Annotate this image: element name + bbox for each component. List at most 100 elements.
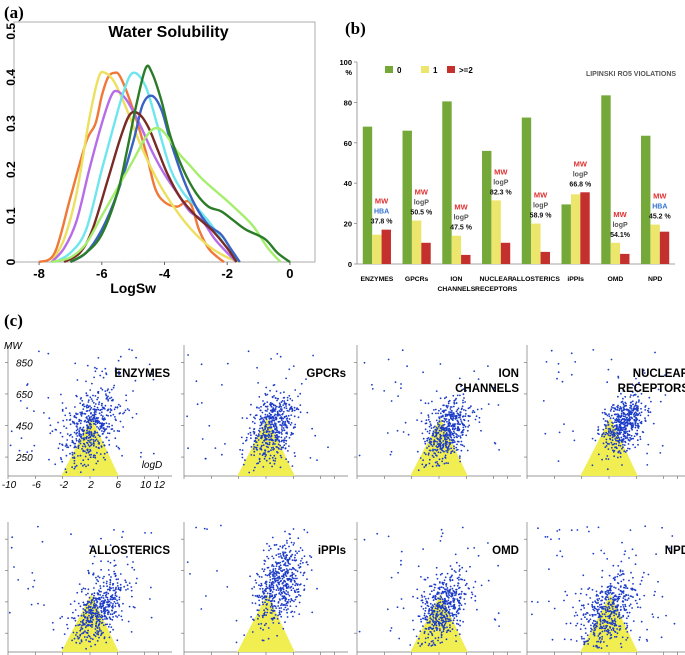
data-point bbox=[81, 412, 84, 415]
data-point bbox=[253, 428, 256, 430]
data-point bbox=[622, 446, 624, 449]
data-point bbox=[51, 621, 54, 624]
data-point bbox=[295, 582, 298, 585]
data-point bbox=[102, 601, 105, 603]
data-point bbox=[278, 610, 281, 612]
data-point bbox=[297, 537, 300, 540]
data-point bbox=[295, 605, 298, 608]
data-point bbox=[112, 413, 115, 416]
data-point bbox=[438, 610, 441, 612]
data-point bbox=[630, 394, 632, 396]
data-point bbox=[622, 597, 625, 599]
data-point bbox=[257, 609, 260, 612]
data-point bbox=[274, 575, 276, 578]
data-point bbox=[272, 609, 275, 612]
data-point bbox=[597, 640, 600, 643]
data-point bbox=[456, 419, 459, 422]
data-point bbox=[114, 367, 117, 369]
data-point bbox=[428, 449, 431, 452]
scatter-panel-omd: OMD bbox=[354, 522, 521, 655]
data-point bbox=[437, 614, 439, 617]
data-point bbox=[94, 625, 97, 628]
data-point bbox=[95, 618, 98, 620]
data-point bbox=[310, 569, 313, 571]
data-point bbox=[272, 565, 275, 568]
data-point bbox=[85, 631, 88, 634]
data-point bbox=[271, 591, 274, 593]
data-point bbox=[96, 627, 99, 629]
data-point bbox=[639, 438, 642, 441]
data-point bbox=[260, 448, 263, 451]
data-point bbox=[572, 430, 574, 432]
data-point bbox=[128, 348, 131, 351]
data-point bbox=[296, 591, 299, 593]
data-point bbox=[429, 620, 431, 623]
data-point bbox=[447, 591, 450, 593]
bar-ge2-gpcrs bbox=[421, 242, 431, 264]
data-point bbox=[87, 399, 90, 402]
data-point bbox=[625, 587, 627, 589]
data-point bbox=[80, 628, 82, 631]
data-point bbox=[264, 435, 267, 438]
data-point bbox=[439, 448, 442, 450]
data-point bbox=[454, 427, 457, 430]
data-point bbox=[609, 610, 611, 613]
data-point bbox=[431, 628, 434, 630]
data-point bbox=[277, 589, 280, 591]
data-point bbox=[86, 418, 89, 420]
data-point bbox=[456, 619, 459, 622]
data-point bbox=[95, 599, 97, 601]
data-point bbox=[592, 625, 595, 628]
data-point bbox=[445, 432, 448, 434]
data-point bbox=[100, 387, 102, 389]
data-point bbox=[189, 573, 191, 575]
data-point bbox=[268, 584, 271, 587]
data-point bbox=[280, 579, 282, 582]
data-point bbox=[291, 433, 294, 435]
data-point bbox=[623, 423, 625, 426]
data-point bbox=[607, 603, 610, 606]
data-point bbox=[440, 606, 442, 609]
data-point bbox=[99, 603, 102, 606]
data-point bbox=[118, 373, 120, 376]
data-point bbox=[646, 464, 649, 466]
data-point bbox=[83, 463, 86, 466]
data-point bbox=[89, 424, 91, 426]
data-point bbox=[563, 423, 565, 425]
data-point bbox=[112, 628, 114, 631]
data-point bbox=[84, 588, 87, 590]
data-point bbox=[616, 409, 618, 411]
data-point bbox=[446, 626, 448, 629]
scatter-panel-title: GPCRs bbox=[306, 368, 346, 380]
data-point bbox=[97, 460, 99, 463]
data-point bbox=[449, 578, 451, 581]
data-point bbox=[280, 431, 283, 434]
data-point bbox=[268, 412, 271, 415]
data-point bbox=[112, 606, 114, 608]
data-point bbox=[101, 408, 103, 411]
data-point bbox=[113, 612, 116, 614]
data-point bbox=[460, 449, 463, 452]
data-point bbox=[652, 616, 655, 618]
data-point bbox=[637, 606, 639, 609]
data-point bbox=[430, 640, 433, 643]
data-point bbox=[644, 420, 647, 422]
data-point bbox=[57, 421, 59, 424]
data-point bbox=[638, 381, 640, 384]
data-point bbox=[604, 620, 607, 622]
data-point bbox=[80, 640, 83, 643]
data-point bbox=[82, 403, 84, 406]
data-point bbox=[433, 443, 435, 446]
data-point bbox=[292, 615, 294, 618]
data-point bbox=[253, 450, 256, 453]
data-point bbox=[451, 628, 454, 631]
data-point bbox=[77, 624, 80, 627]
data-point bbox=[134, 379, 137, 382]
data-point bbox=[300, 560, 302, 562]
data-point bbox=[608, 607, 611, 610]
data-point bbox=[443, 623, 446, 626]
data-point bbox=[435, 412, 437, 415]
data-point bbox=[86, 617, 89, 619]
data-point bbox=[634, 599, 637, 602]
data-point bbox=[272, 557, 275, 560]
